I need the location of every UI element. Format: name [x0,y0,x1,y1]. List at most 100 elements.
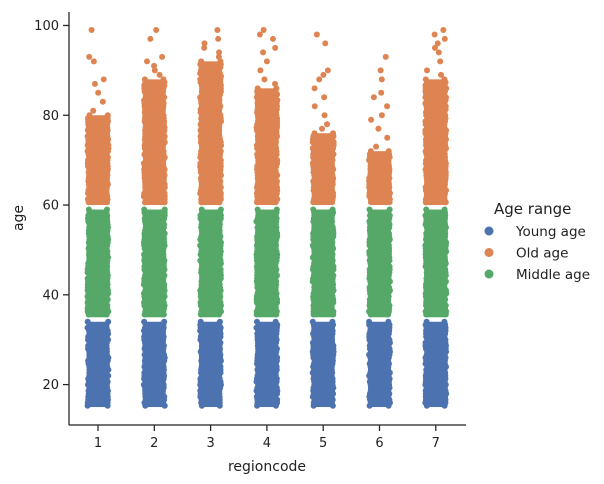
strip-point [442,199,449,206]
strip-band-middle-age-4 [257,209,277,318]
strip-point [198,402,205,409]
outlier-points-old-age-2 [144,26,166,78]
strip-point [216,402,223,409]
strip-point [441,402,448,409]
y-ticks: 20 40 60 80 100 [34,19,69,393]
strip-points-old-age-4 [253,85,281,206]
outlier-point [324,121,331,128]
strip-points-young-age-6 [366,318,393,409]
strip-point [422,199,429,206]
strip-point [254,402,261,409]
strip-band-young-age-7 [426,321,446,408]
outlier-point [322,40,329,47]
y-tick-label: 100 [34,19,59,34]
strip-band-middle-age-2 [144,209,164,318]
strip-point [310,199,317,206]
outlier-point [324,67,331,74]
strip-band-old-age-1 [88,115,108,206]
strip-points-middle-age-5 [309,206,337,318]
outlier-point [316,76,323,83]
outlier-point [201,40,208,47]
strip-point [329,402,336,409]
strip-band-old-age-4 [257,88,277,206]
strip-points-young-age-3 [197,318,224,409]
outlier-point [257,67,264,74]
outlier-point [88,26,95,33]
outlier-point [378,89,385,96]
outlier-point [90,107,97,114]
strip-point [253,311,260,318]
strip-band-middle-age-3 [201,209,221,318]
x-ticks: 1 2 3 4 5 6 7 [94,425,440,451]
outlier-point [434,40,441,47]
outlier-point [313,31,320,38]
strip-points-middle-age-7 [422,206,450,318]
strip-point [85,199,92,206]
outlier-point [151,67,158,74]
strip-point [104,199,111,206]
legend-marker [484,248,494,257]
strip-point [423,402,430,409]
outlier-point [377,67,384,74]
strip-band-young-age-5 [313,321,333,408]
legend: Age range Young age Old age Middle age [484,200,590,283]
x-tick-label: 5 [319,436,327,451]
outlier-point [261,76,268,83]
strip-point [367,311,374,318]
outlier-point [437,58,444,65]
outlier-point [269,35,276,42]
strip-point [103,311,110,318]
outlier-point [214,26,221,33]
x-tick-label: 2 [150,436,158,451]
strip-points-young-age-1 [84,318,112,409]
outlier-point [437,71,444,78]
outlier-point [153,26,160,33]
outlier-point [156,71,163,78]
strip-points-middle-age-6 [366,206,393,318]
x-tick-label: 1 [94,436,102,451]
strip-points-middle-age-4 [253,206,281,318]
outlier-point [260,26,267,33]
outlier-point [320,71,327,78]
strip-point [273,311,280,318]
outlier-point [311,85,318,92]
y-tick-label: 20 [42,378,59,393]
outlier-points-old-age-6 [368,53,391,150]
strip-points-old-age-3 [197,58,225,206]
y-tick-label: 40 [42,288,59,303]
strip-point [385,402,392,409]
strip-point [197,311,204,318]
outlier-point [215,53,222,60]
outlier-point [431,44,438,51]
legend-marker [484,269,494,279]
strip-points-middle-age-3 [197,206,225,318]
outlier-point [440,26,447,33]
outlier-point [311,103,318,110]
x-axis-title: regioncode [228,459,306,475]
legend-entries: Young age Old age Middle age [484,224,590,283]
outlier-point [435,49,442,56]
legend-label: Middle age [516,267,590,283]
outlier-point [319,125,326,132]
strip-band-old-age-3 [201,61,221,206]
outlier-point [441,35,448,42]
outlier-point [382,53,389,60]
outlier-point [216,49,223,56]
legend-marker [484,226,494,236]
legend-label: Old age [516,246,568,262]
outlier-points-old-age-5 [311,31,331,132]
strip-points-old-age-6 [366,148,393,206]
outlier-point [144,58,151,65]
strip-point [367,199,374,206]
outlier-point [100,76,107,83]
strip-band-old-age-2 [144,79,164,206]
outlier-point [384,103,391,110]
x-tick-label: 7 [432,436,440,451]
strip-points-old-age-1 [84,112,112,206]
strip-point [385,311,392,318]
strip-point [160,311,167,318]
strip-point [161,199,168,206]
outlier-point [321,112,328,119]
x-tick-label: 3 [206,436,214,451]
legend-label: Young age [515,224,586,240]
